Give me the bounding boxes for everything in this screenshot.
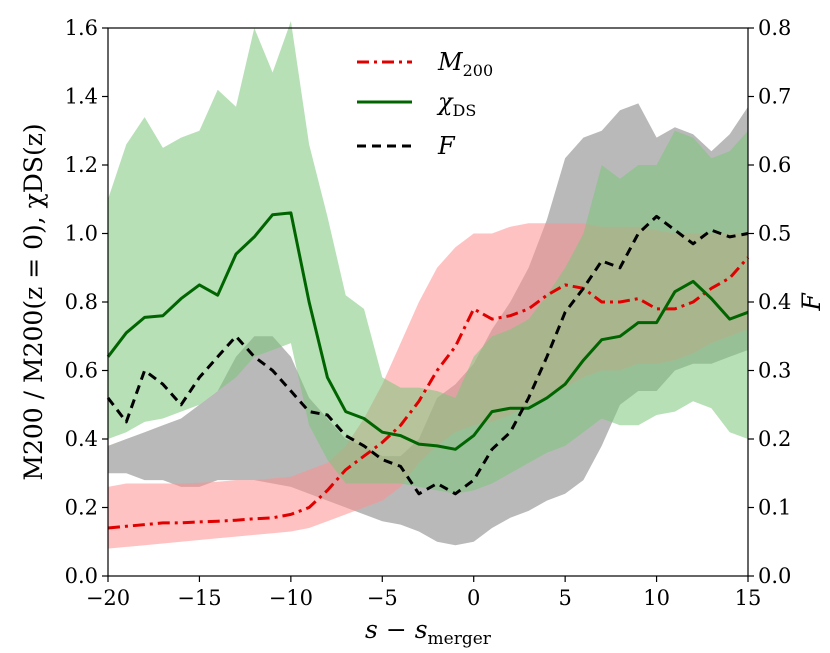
y-axis-right-ticks: 0.0 0.1 0.2 0.3 0.4 0.5 0.6 0.7 0.8 bbox=[748, 16, 791, 588]
y-right-tick-label: 0.2 bbox=[758, 427, 791, 451]
legend-label: F bbox=[437, 132, 456, 160]
y-left-tick-label: 1.4 bbox=[65, 85, 98, 109]
series-lines bbox=[106, 211, 750, 530]
y-right-tick-label: 0.7 bbox=[758, 85, 791, 109]
x-tick-label: −20 bbox=[86, 586, 130, 610]
line-m200 bbox=[107, 256, 750, 530]
x-axis-title: s − smerger bbox=[365, 615, 492, 649]
y-axis-left-ticks: 0.0 0.2 0.4 0.6 0.8 1.0 1.2 1.4 1.6 bbox=[65, 16, 108, 588]
y-right-tick-label: 0.8 bbox=[758, 16, 791, 40]
y-left-tick-label: 0.8 bbox=[65, 290, 98, 314]
confidence-bands bbox=[108, 21, 748, 549]
y-right-tick-label: 0.5 bbox=[758, 222, 791, 246]
x-axis-ticks: −20 −15 −10 −5 0 5 10 15 bbox=[86, 576, 762, 610]
legend-label: M200 bbox=[437, 48, 493, 80]
legend: M200 χDS F bbox=[357, 48, 493, 160]
y-left-tick-label: 0.0 bbox=[65, 564, 98, 588]
band-χds bbox=[108, 21, 748, 494]
y-right-tick-label: 0.4 bbox=[758, 290, 791, 314]
line-f bbox=[106, 214, 749, 496]
y-right-tick-label: 0.6 bbox=[758, 153, 791, 177]
x-tick-label: 15 bbox=[735, 586, 762, 610]
y-left-tick-label: 0.2 bbox=[65, 496, 98, 520]
y-left-tick-label: 1.6 bbox=[65, 16, 98, 40]
y-left-tick-label: 1.2 bbox=[65, 153, 98, 177]
x-tick-label: 0 bbox=[467, 586, 480, 610]
legend-label: χDS bbox=[436, 88, 476, 120]
y-axis-right-title: F bbox=[797, 292, 826, 312]
line-χds bbox=[106, 211, 749, 451]
y-left-tick-label: 1.0 bbox=[65, 222, 98, 246]
x-tick-label: 10 bbox=[643, 586, 670, 610]
y-right-tick-label: 0.1 bbox=[758, 496, 791, 520]
y-left-tick-label: 0.6 bbox=[65, 359, 98, 383]
x-tick-label: −10 bbox=[269, 586, 313, 610]
band-f bbox=[108, 103, 748, 546]
x-tick-label: −15 bbox=[177, 586, 221, 610]
y-axis-left-title: M200 / M200(z = 0), χDS(z) bbox=[19, 123, 48, 480]
x-tick-label: 5 bbox=[558, 586, 571, 610]
y-right-tick-label: 0.3 bbox=[758, 359, 791, 383]
y-right-tick-label: 0.0 bbox=[758, 564, 791, 588]
x-tick-label: −5 bbox=[367, 586, 398, 610]
y-left-tick-label: 0.4 bbox=[65, 427, 98, 451]
